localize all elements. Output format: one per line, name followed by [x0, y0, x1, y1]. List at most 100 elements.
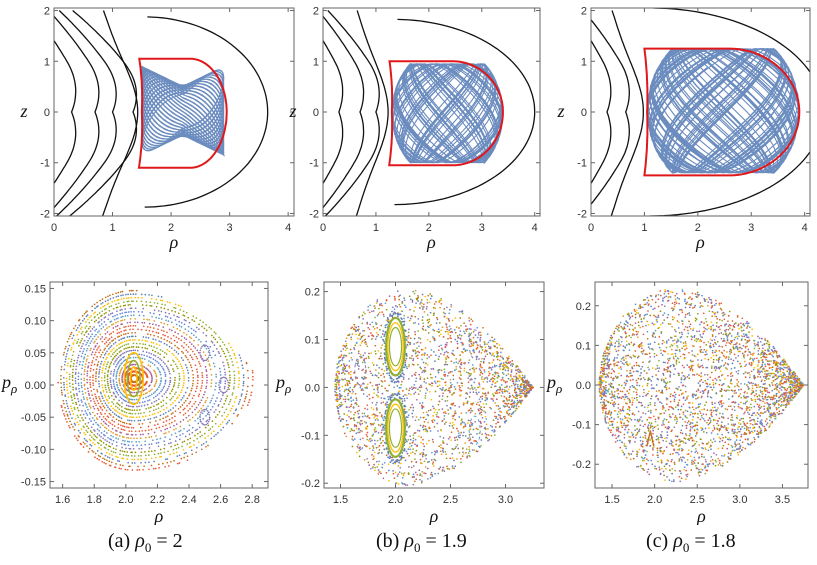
section-point: [363, 459, 366, 461]
section-point: [483, 350, 486, 353]
section-point: [409, 438, 412, 441]
section-point: [124, 443, 127, 446]
section-point: [116, 352, 119, 355]
section-point: [374, 414, 377, 416]
section-point: [383, 415, 386, 418]
section-point: [477, 409, 480, 412]
section-point: [467, 419, 470, 422]
section-point: [94, 395, 97, 398]
section-point: [340, 354, 343, 356]
section-point: [465, 330, 468, 333]
section-point: [338, 384, 340, 386]
section-point: [123, 326, 125, 328]
section-point: [374, 338, 377, 341]
section-point: [408, 319, 411, 322]
section-point: [92, 369, 95, 371]
section-point: [373, 392, 375, 395]
section-point: [433, 338, 436, 341]
section-point: [512, 363, 515, 366]
section-point: [83, 373, 86, 376]
section-point: [380, 414, 383, 417]
section-point: [171, 417, 174, 419]
section-point: [188, 433, 191, 436]
section-point: [505, 374, 508, 377]
section-point: [231, 392, 234, 394]
x-tick-label: 3: [479, 222, 485, 234]
section-point: [336, 394, 339, 397]
section-point: [460, 412, 463, 414]
section-point: [496, 346, 499, 349]
section-point: [121, 413, 123, 416]
section-point: [152, 338, 155, 340]
section-point: [213, 331, 216, 333]
section-point: [397, 392, 400, 394]
section-point: [104, 386, 107, 389]
section-point: [142, 433, 144, 436]
section-point: [123, 395, 125, 398]
section-point: [441, 419, 444, 422]
section-point: [497, 414, 500, 416]
section-point: [96, 301, 98, 304]
section-point: [127, 332, 129, 335]
section-point: [443, 423, 446, 425]
section-point: [458, 377, 461, 379]
section-point: [481, 357, 483, 360]
section-point: [210, 328, 212, 330]
section-point: [458, 452, 461, 454]
section-point: [382, 363, 385, 365]
section-point: [493, 355, 496, 357]
section-point: [172, 448, 175, 451]
section-point: [121, 450, 124, 453]
section-point: [459, 386, 461, 389]
section-point: [144, 461, 147, 464]
section-point: [498, 426, 501, 428]
section-point: [491, 366, 494, 368]
section-point: [424, 352, 426, 354]
section-point: [498, 365, 501, 368]
section-point: [386, 372, 388, 375]
section-point: [437, 328, 440, 331]
section-point: [81, 364, 84, 366]
section-point: [166, 389, 168, 392]
section-point: [111, 349, 114, 351]
x-tick-label: 2.2: [150, 494, 165, 506]
section-point: [153, 346, 155, 348]
section-point: [106, 451, 108, 454]
section-point: [90, 390, 93, 392]
section-point: [513, 384, 516, 387]
section-point: [168, 341, 171, 343]
section-point: [479, 371, 482, 374]
section-point: [242, 376, 245, 379]
section-point: [148, 436, 151, 439]
section-point: [103, 316, 106, 319]
section-point: [117, 298, 120, 301]
section-point: [519, 396, 522, 399]
section-point: [446, 326, 448, 329]
section-point: [186, 369, 189, 372]
section-point: [121, 402, 123, 404]
section-point: [475, 391, 478, 394]
section-point: [154, 370, 156, 373]
section-point: [163, 342, 166, 345]
section-point: [511, 394, 514, 397]
section-point: [182, 359, 185, 362]
section-point: [459, 378, 462, 381]
section-point: [62, 353, 65, 356]
section-point: [91, 328, 94, 330]
section-point: [205, 441, 208, 443]
section-point: [83, 383, 86, 386]
y-tick-label: 1: [313, 56, 319, 68]
section-point: [113, 413, 116, 415]
section-point: [373, 457, 375, 460]
section-point: [376, 299, 379, 301]
section-point: [343, 390, 346, 393]
section-point: [371, 374, 374, 377]
section-point: [136, 444, 138, 447]
section-point: [78, 344, 80, 347]
section-point: [404, 306, 407, 309]
section-point: [142, 393, 145, 396]
section-point: [178, 375, 181, 378]
section-point: [92, 451, 95, 453]
section-point: [161, 303, 163, 306]
section-point: [383, 340, 385, 343]
